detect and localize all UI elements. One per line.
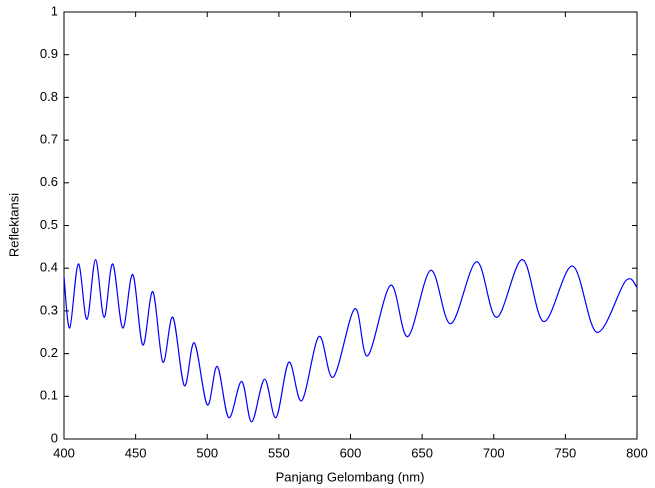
- x-tick-label: 450: [125, 445, 147, 460]
- x-tick-label: 750: [555, 445, 577, 460]
- x-axis-label: Panjang Gelombang (nm): [276, 469, 425, 484]
- data-line: [63, 259, 638, 423]
- y-tick-label: 0.2: [40, 345, 58, 360]
- x-tick-label: 700: [483, 445, 505, 460]
- y-tick-label: 0.3: [40, 302, 58, 317]
- y-tick-label: 0.4: [40, 260, 58, 275]
- y-tick-label: 0: [51, 430, 58, 445]
- x-tick-label: 650: [411, 445, 433, 460]
- y-tick-label: 0.6: [40, 174, 58, 189]
- y-tick-label: 0.8: [40, 89, 58, 104]
- y-tick-label: 1: [51, 3, 58, 18]
- y-axis-label: Reflektansi: [6, 193, 21, 257]
- x-tick-label: 600: [340, 445, 362, 460]
- y-tick-label: 0.7: [40, 132, 58, 147]
- x-tick-label: 550: [268, 445, 290, 460]
- x-tick-label: 400: [53, 445, 75, 460]
- plot-box: [63, 11, 638, 440]
- y-tick-label: 0.1: [40, 388, 58, 403]
- x-tick-label: 800: [626, 445, 648, 460]
- y-tick-label: 0.5: [40, 217, 58, 232]
- x-tick-label: 500: [196, 445, 218, 460]
- y-tick-label: 0.9: [40, 46, 58, 61]
